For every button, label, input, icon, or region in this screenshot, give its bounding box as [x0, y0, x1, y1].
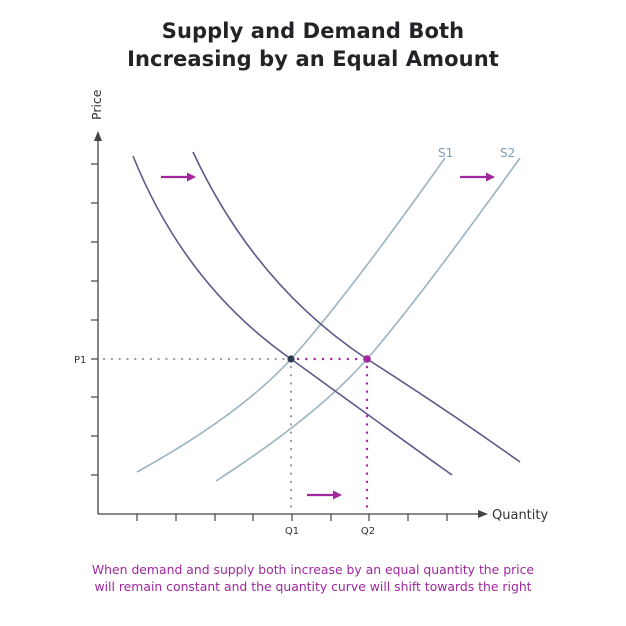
- q1-label: Q1: [285, 526, 299, 537]
- caption-line-2: will remain constant and the quantity cu…: [94, 579, 532, 594]
- y-axis-arrow-icon: [94, 131, 102, 141]
- supply-shift-arrow-icon: [460, 172, 495, 182]
- y-axis-label: Price: [89, 89, 104, 120]
- x-axis-ticks: [136, 514, 448, 521]
- chart-title-line-2: Increasing by an Equal Amount: [127, 47, 499, 71]
- s1-label: S1: [438, 146, 453, 160]
- supply-curves: [136, 157, 521, 482]
- demand-shift-arrow-icon: [161, 172, 196, 182]
- p1-label: P1: [74, 355, 86, 366]
- x-axis-label: Quantity: [492, 508, 548, 523]
- y-axis: Price P1: [74, 89, 104, 514]
- chart-title-line-1: Supply and Demand Both: [161, 19, 465, 43]
- shift-arrows: [161, 172, 495, 500]
- s2-label: S2: [500, 146, 515, 160]
- chart-title: Supply and Demand Both Increasing by an …: [0, 17, 626, 73]
- equilibrium-point-2: [363, 355, 371, 363]
- chart-caption: When demand and supply both increase by …: [0, 561, 626, 595]
- x-axis: Quantity Q1 Q2: [98, 508, 548, 537]
- y-axis-ticks: [91, 163, 98, 476]
- demand-curve-d2: [192, 151, 521, 463]
- q2-label: Q2: [361, 526, 375, 537]
- x-axis-arrow-icon: [478, 510, 488, 518]
- demand-curves: [132, 151, 521, 476]
- guide-lines: [102, 357, 369, 514]
- caption-line-1: When demand and supply both increase by …: [91, 562, 535, 577]
- equilibrium-point-1: [287, 355, 295, 363]
- quantity-shift-arrow-icon: [307, 490, 342, 500]
